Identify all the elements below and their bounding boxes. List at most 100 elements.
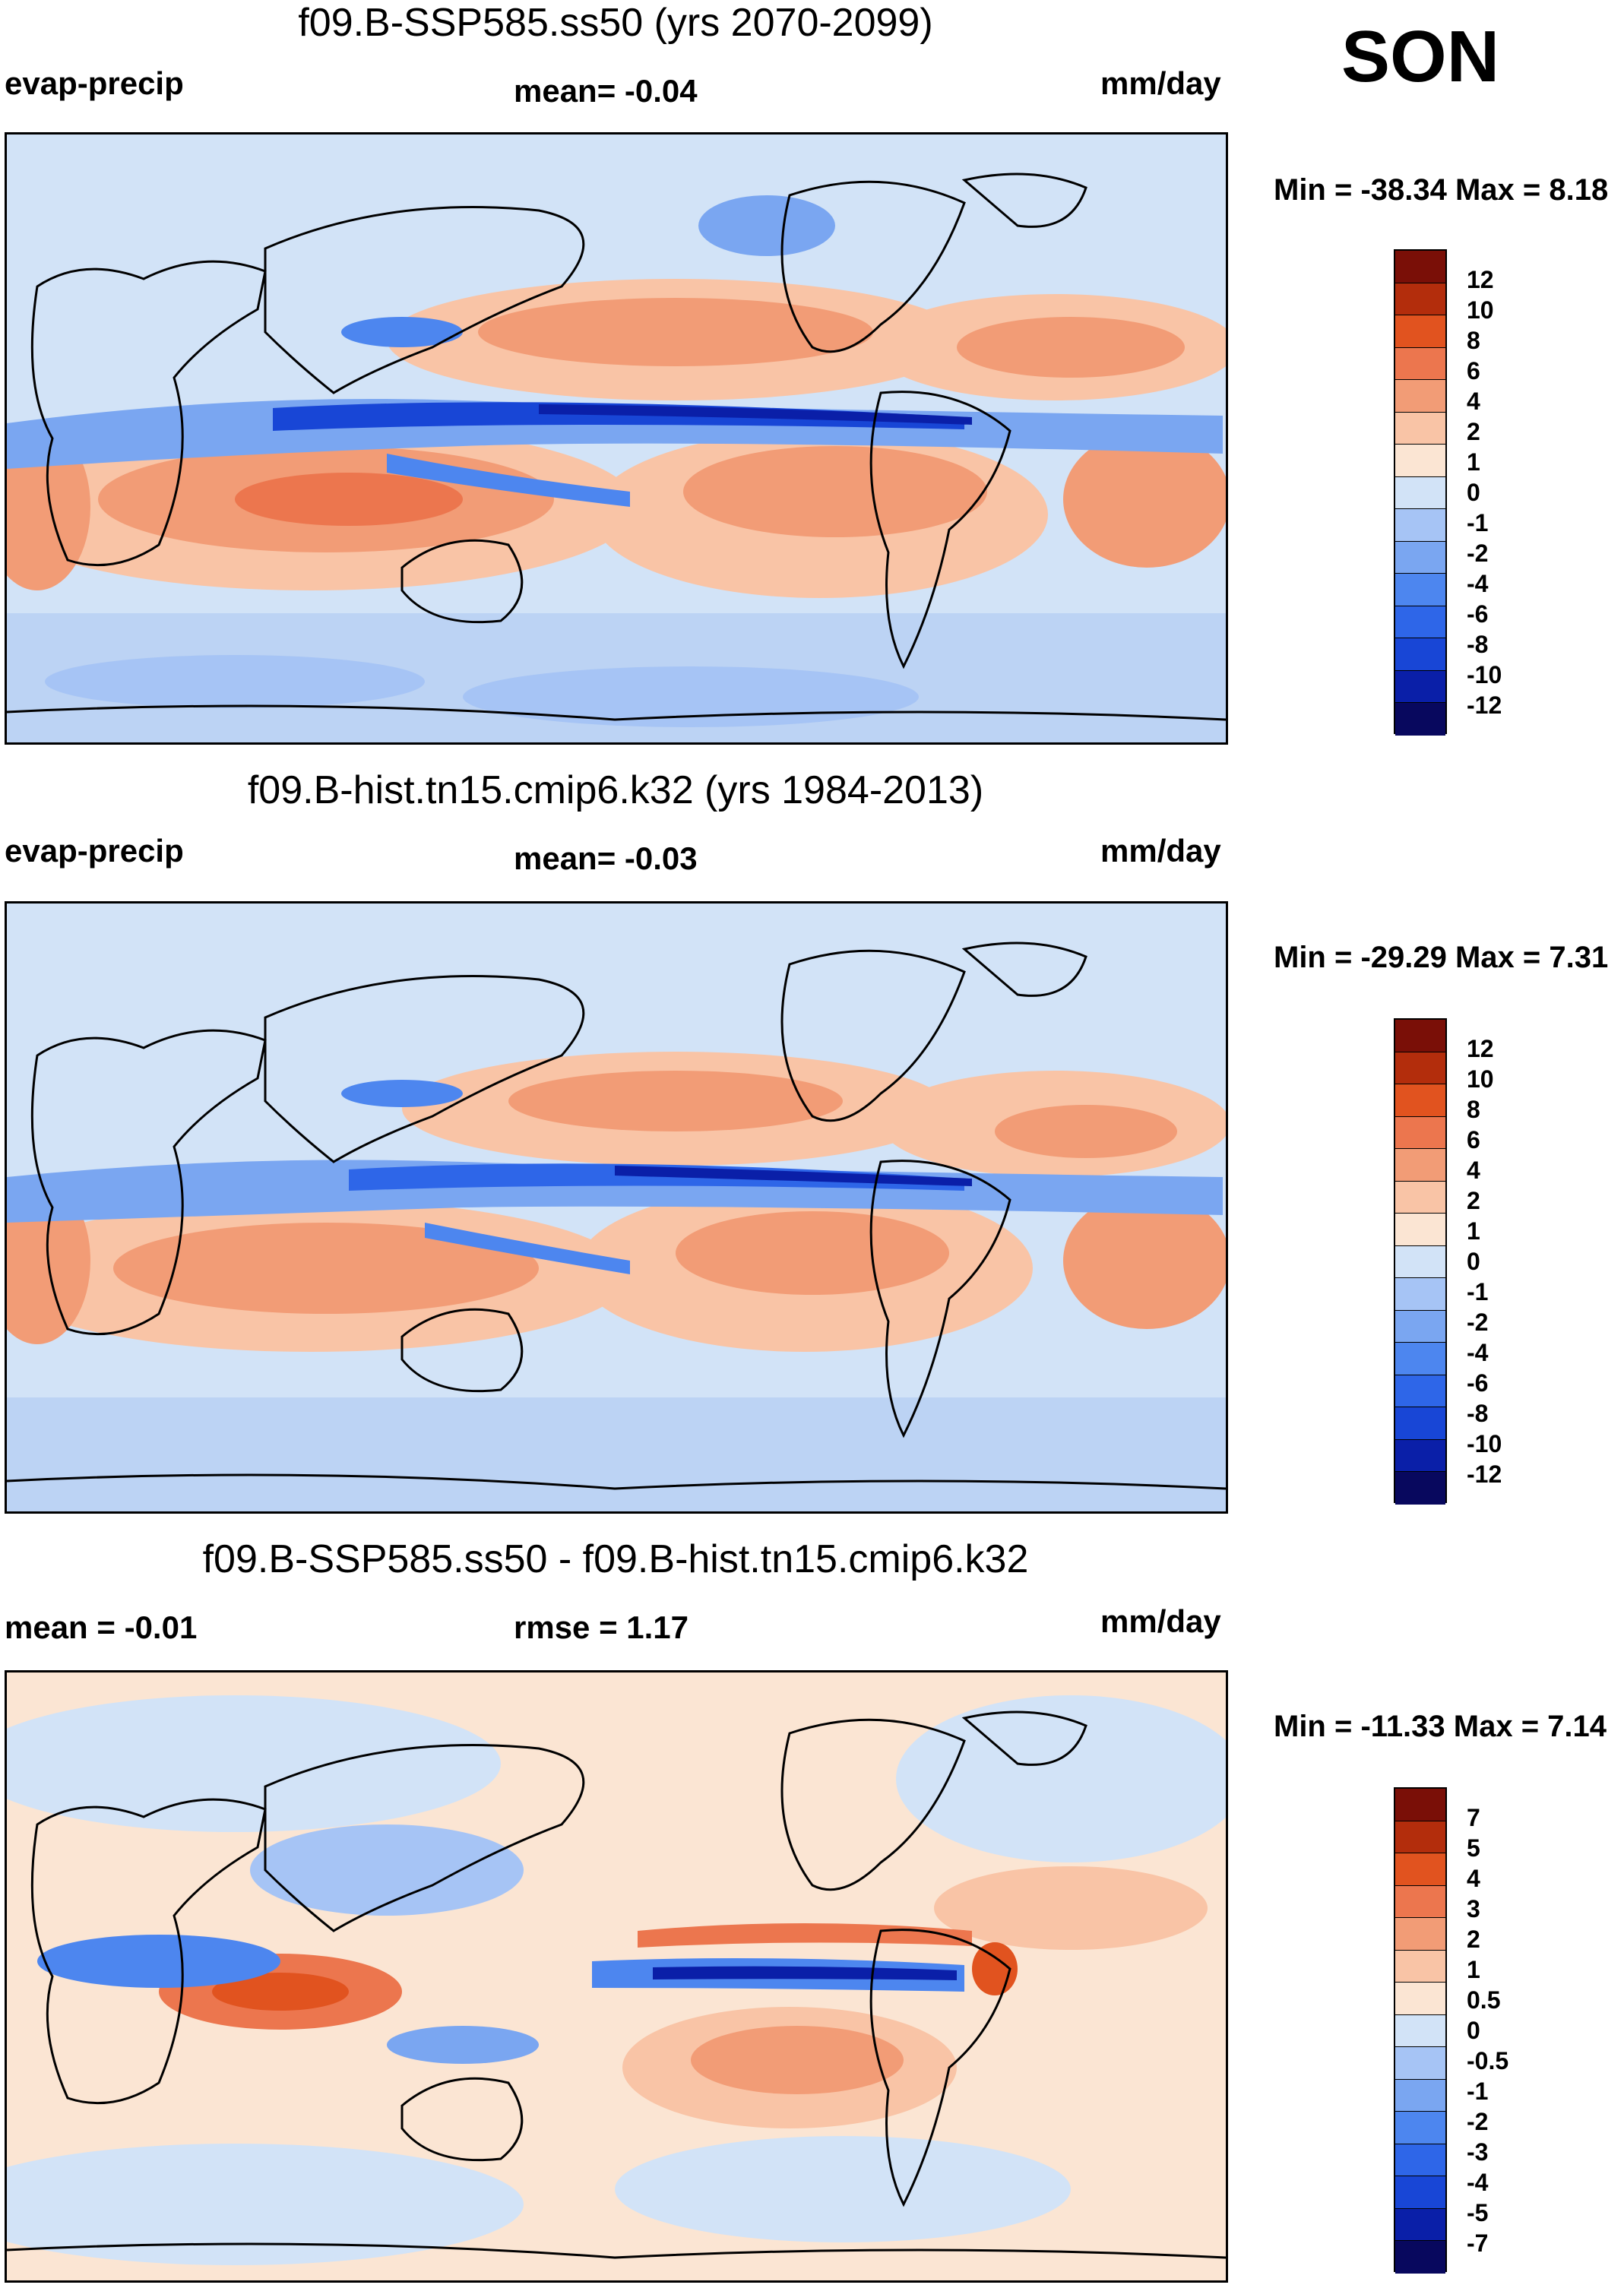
panel1-colorbar-cell: [1395, 380, 1445, 413]
panel3-colorbar-tick: -1: [1467, 2078, 1489, 2105]
panel1-colorbar-cell: [1395, 412, 1445, 445]
panel2-variable-label: evap-precip: [5, 833, 184, 869]
panel2-colorbar-tick: 12: [1467, 1035, 1494, 1062]
panel3-rmse-label: rmse = 1.17: [514, 1609, 689, 1645]
panel1-colorbar-cell: [1395, 283, 1445, 315]
panel1-colorbar-tick: 1: [1467, 448, 1480, 476]
panel1-colorbar-tick: -1: [1467, 509, 1489, 536]
panel1-colorbar-cell: [1395, 703, 1445, 736]
panel1-colorbar-tick: -12: [1467, 691, 1502, 719]
panel1-colorbar-tick: 12: [1467, 266, 1494, 293]
panel3-colorbar-tick: -3: [1467, 2138, 1489, 2166]
panel2-colorbar-cell: [1395, 1020, 1445, 1052]
panel1-colorbar-cell: [1395, 347, 1445, 380]
panel3-colorbar: [1394, 1787, 1447, 2274]
panel3-colorbar-tick: 4: [1467, 1865, 1480, 1892]
panel1-colorbar-tick: -8: [1467, 631, 1489, 658]
panel3-colorbar-tick: -4: [1467, 2169, 1489, 2196]
panel2-map-graphic: [7, 903, 1226, 1511]
panel1-map: [5, 132, 1228, 745]
panel1-mean-label: mean= -0.04: [514, 73, 698, 109]
panel3-colorbar-cell: [1395, 2144, 1445, 2176]
panel2-colorbar-tick: -4: [1467, 1339, 1489, 1366]
panel2-colorbar-cell: [1395, 1343, 1445, 1375]
panel3-colorbar-tick: -5: [1467, 2199, 1489, 2226]
panel1-colorbar-cell: [1395, 445, 1445, 477]
panel2-colorbar-tick: -12: [1467, 1460, 1502, 1488]
panel2-colorbar-cell: [1395, 1214, 1445, 1246]
panel1-colorbar-cell: [1395, 509, 1445, 542]
panel2-colorbar-cell: [1395, 1052, 1445, 1084]
panel2-mean-label: mean= -0.03: [514, 840, 698, 876]
panel3-colorbar-cell: [1395, 2112, 1445, 2144]
panel2-colorbar-cell: [1395, 1084, 1445, 1117]
panel2-colorbar-tick: -6: [1467, 1369, 1489, 1397]
panel3-colorbar-tick: 5: [1467, 1834, 1480, 1862]
panel1-colorbar-cell: [1395, 476, 1445, 509]
panel2-colorbar-tick: -8: [1467, 1400, 1489, 1427]
panel3-title: f09.B-SSP585.ss50 - f09.B-hist.tn15.cmip…: [202, 1537, 1029, 1581]
panel1-map-graphic: [7, 134, 1226, 742]
panel3-colorbar-cell: [1395, 1983, 1445, 2015]
panel2-colorbar-tick: -10: [1467, 1430, 1502, 1457]
panel3-colorbar-tick: 1: [1467, 1956, 1480, 1983]
panel3-colorbar-cell: [1395, 1885, 1445, 1918]
panel1-colorbar-cell: [1395, 574, 1445, 606]
panel3-colorbar-cell: [1395, 2047, 1445, 2080]
panel1-colorbar-tick: -2: [1467, 540, 1489, 567]
panel3-colorbar-cell: [1395, 2208, 1445, 2241]
panel3-map-graphic: [7, 1672, 1226, 2280]
panel3-colorbar-cell: [1395, 2176, 1445, 2209]
panel2-colorbar-cell: [1395, 1116, 1445, 1149]
panel1-colorbar-tick: -4: [1467, 570, 1489, 597]
panel2-colorbar-tick: 2: [1467, 1187, 1480, 1214]
panel1-colorbar-tick: 6: [1467, 357, 1480, 384]
panel2-colorbar-tick: 10: [1467, 1065, 1494, 1093]
panel2-colorbar-tick: -2: [1467, 1309, 1489, 1336]
panel1-title: f09.B-SSP585.ss50 (yrs 2070-2099): [298, 1, 933, 45]
panel1-colorbar-tick: 4: [1467, 388, 1480, 415]
panel2-colorbar-cell: [1395, 1181, 1445, 1214]
panel3-map: [5, 1670, 1228, 2283]
panel1-colorbar-cell: [1395, 670, 1445, 703]
panel2-title: f09.B-hist.tn15.cmip6.k32 (yrs 1984-2013…: [247, 768, 984, 812]
panel3-colorbar-tick: 0.5: [1467, 1986, 1501, 2014]
season-label: SON: [1341, 16, 1500, 97]
panel2-colorbar-cell: [1395, 1472, 1445, 1505]
panel1-colorbar-tick: -10: [1467, 661, 1502, 688]
panel1-colorbar-cell: [1395, 606, 1445, 638]
panel2-colorbar-tick: 6: [1467, 1126, 1480, 1153]
panel1-colorbar-tick: 0: [1467, 479, 1480, 506]
panel2-colorbar-tick: 4: [1467, 1157, 1480, 1184]
panel2-map: [5, 901, 1228, 1514]
panel3-colorbar-tick: 7: [1467, 1804, 1480, 1831]
panel3-colorbar-tick: 2: [1467, 1926, 1480, 1953]
panel1-colorbar-cell: [1395, 638, 1445, 671]
panel2-colorbar-cell: [1395, 1375, 1445, 1407]
panel3-colorbar-cell: [1395, 1789, 1445, 1821]
panel2-colorbar-cell: [1395, 1407, 1445, 1440]
panel1-colorbar: [1394, 249, 1447, 736]
panel1-variable-label: evap-precip: [5, 65, 184, 101]
panel3-colorbar-cell: [1395, 1950, 1445, 1983]
panel3-colorbar-cell: [1395, 1821, 1445, 1853]
panel3-colorbar-cell: [1395, 2079, 1445, 2112]
panel3-mean-label: mean = -0.01: [5, 1609, 198, 1645]
panel1-colorbar-tick: -6: [1467, 600, 1489, 628]
panel2-colorbar: [1394, 1018, 1447, 1505]
panel1-colorbar-cell: [1395, 315, 1445, 348]
panel2-colorbar-cell: [1395, 1278, 1445, 1311]
panel2-colorbar-cell: [1395, 1245, 1445, 1278]
panel1-minmax: Min = -38.34 Max = 8.18: [1274, 173, 1609, 207]
panel3-colorbar-cell: [1395, 2014, 1445, 2047]
panel3-colorbar-tick: -2: [1467, 2108, 1489, 2135]
panel1-colorbar-tick: 8: [1467, 327, 1480, 354]
panel2-minmax: Min = -29.29 Max = 7.31: [1274, 941, 1609, 974]
panel1-colorbar-tick: 2: [1467, 418, 1480, 445]
panel1-units-label: mm/day: [1100, 65, 1221, 101]
panel3-colorbar-tick: -7: [1467, 2229, 1489, 2257]
panel1-colorbar-tick: 10: [1467, 296, 1494, 324]
panel3-colorbar-tick: 0: [1467, 2017, 1480, 2044]
panel2-colorbar-tick: 8: [1467, 1096, 1480, 1123]
panel2-colorbar-tick: -1: [1467, 1278, 1489, 1305]
